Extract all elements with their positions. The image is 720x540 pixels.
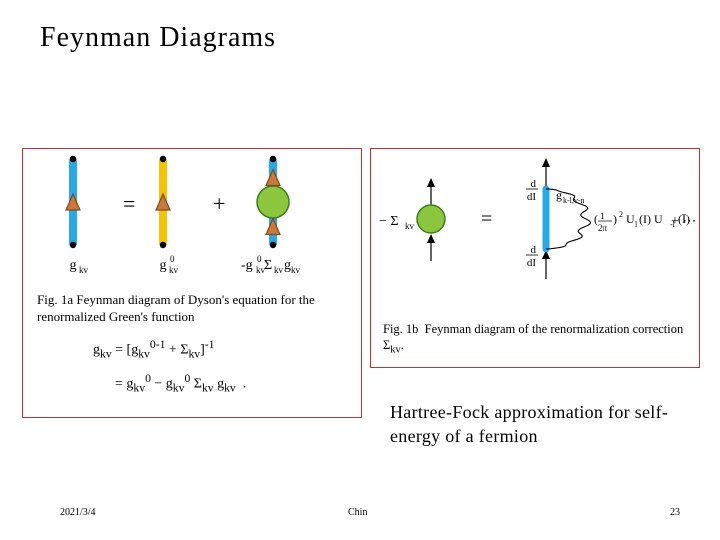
svg-text:g: g: [70, 258, 77, 273]
footer-date: 2021/3/4: [60, 507, 96, 518]
svg-text:kv: kv: [291, 265, 301, 275]
svg-text:kv: kv: [169, 265, 179, 275]
footer-center: Chin: [348, 507, 367, 518]
svg-text:1: 1: [600, 211, 605, 221]
svg-text:=: =: [123, 191, 135, 216]
fig1b-panel: − Σkv=ddIddIgk-l,v-n(12π)2Ul(I) U-l(Ī)+ …: [370, 148, 700, 368]
fig1a-eq1: gkv = [gkv0-1 + Σkv]-1: [93, 337, 215, 362]
fig1a-panel: = + g kv g 0 kv -g 0 kv Σ kv g kv Fig. 1…: [22, 148, 362, 418]
fig1a-eq2: = gkv0 − gkv0 Σkv gkv .: [115, 371, 246, 396]
footer-page: 23: [670, 507, 680, 518]
page-title: Feynman Diagrams: [40, 22, 276, 54]
annotation-hf: Hartree-Fock approximation for self-ener…: [390, 400, 690, 449]
fig1b-caption: Fig. 1b Feynman diagram of the renormali…: [383, 321, 693, 357]
svg-text:l: l: [635, 220, 638, 229]
svg-text:d: d: [531, 178, 537, 190]
svg-text:+ ⋯: + ⋯: [671, 214, 696, 229]
svg-text:2: 2: [619, 210, 623, 219]
svg-text:0: 0: [170, 254, 175, 264]
svg-text:0: 0: [257, 254, 262, 264]
svg-text:): ): [613, 212, 617, 226]
svg-text:U: U: [626, 212, 635, 226]
svg-text:dI: dI: [527, 191, 537, 203]
svg-text:kv: kv: [405, 221, 415, 231]
svg-text:2π: 2π: [598, 223, 608, 233]
svg-text:Σ: Σ: [264, 258, 272, 273]
svg-text:(I) U: (I) U: [639, 212, 663, 226]
svg-text:g: g: [160, 258, 167, 273]
svg-text:-g: -g: [241, 258, 253, 273]
svg-text:+: +: [213, 191, 225, 216]
fig1a-caption: Fig. 1a Feynman diagram of Dyson's equat…: [37, 292, 347, 326]
fig1a-caption-line1: Fig. 1a Feynman diagram of Dyson's equat…: [37, 292, 315, 307]
svg-text:d: d: [531, 244, 537, 256]
svg-text:kv: kv: [79, 265, 89, 275]
svg-text:− Σ: − Σ: [379, 214, 399, 229]
svg-text:=: =: [481, 208, 492, 230]
fig1a-caption-line2: renormalized Green's function: [37, 309, 195, 324]
svg-text:dI: dI: [527, 257, 537, 269]
svg-text:kv: kv: [274, 265, 284, 275]
svg-text:g: g: [284, 258, 291, 273]
